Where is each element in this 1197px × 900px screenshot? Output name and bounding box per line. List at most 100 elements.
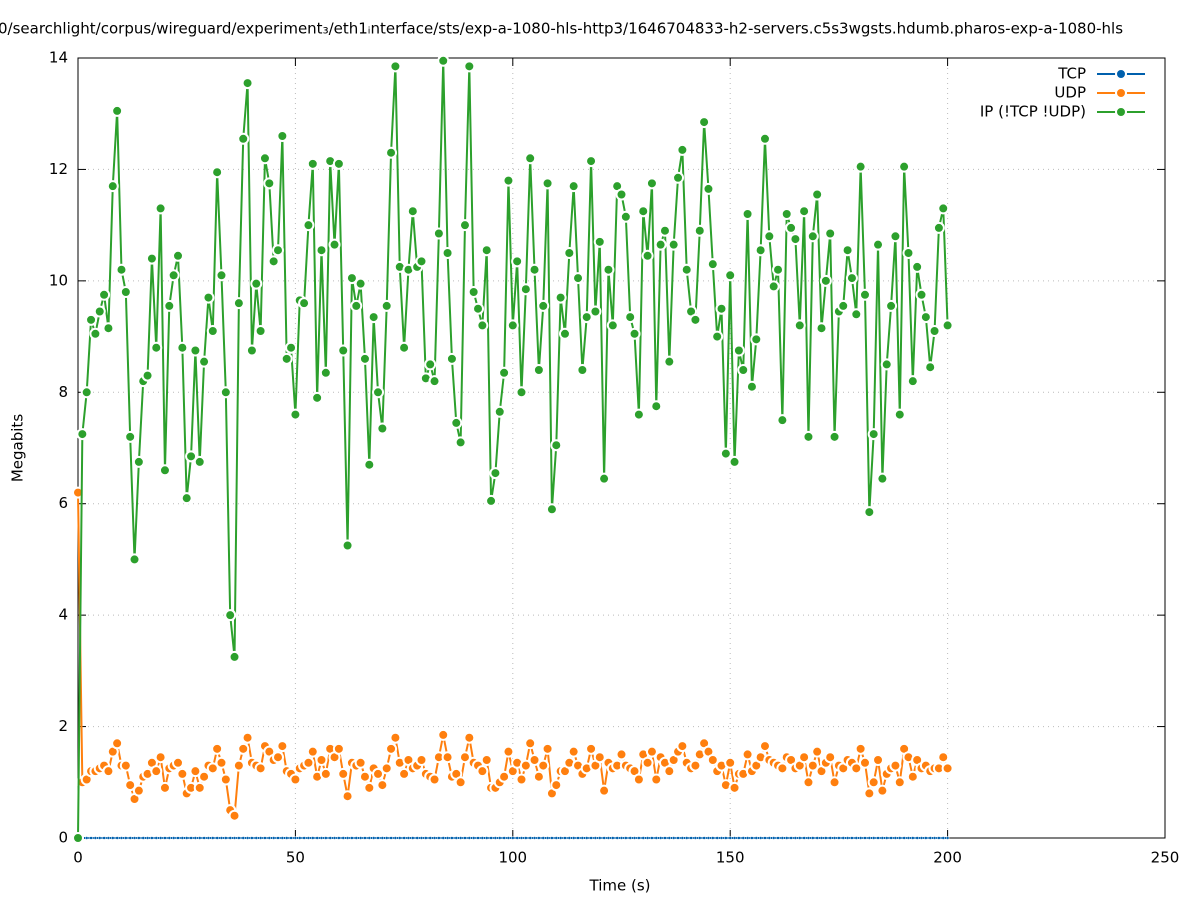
data-point	[215, 836, 219, 840]
data-point	[297, 836, 302, 840]
data-point	[506, 836, 511, 840]
data-point	[128, 836, 132, 840]
data-point	[154, 836, 159, 840]
data-point	[650, 773, 663, 786]
data-point	[319, 366, 332, 379]
data-point	[558, 327, 571, 340]
data-point	[472, 302, 485, 315]
data-point	[663, 355, 676, 368]
data-point	[598, 784, 611, 797]
data-point	[906, 836, 911, 840]
y-axis-label: Megabits	[9, 414, 27, 482]
data-point	[802, 836, 806, 840]
data-point	[124, 779, 137, 792]
data-point	[454, 836, 459, 840]
data-point	[758, 836, 763, 840]
data-point	[172, 249, 185, 262]
data-point	[754, 836, 759, 840]
data-point	[115, 836, 119, 840]
data-point	[728, 836, 732, 840]
data-point	[945, 836, 950, 840]
data-point	[276, 836, 280, 840]
data-point	[911, 836, 915, 840]
data-point	[793, 836, 798, 840]
data-point	[197, 836, 202, 840]
data-point	[728, 455, 741, 468]
data-point	[532, 364, 545, 376]
data-point	[480, 244, 493, 257]
data-point	[219, 773, 232, 786]
data-point	[402, 836, 406, 840]
data-point	[337, 767, 350, 780]
data-point	[837, 836, 841, 840]
data-point	[619, 210, 632, 223]
data-point	[928, 836, 932, 840]
data-point	[663, 836, 667, 840]
data-point	[684, 836, 689, 840]
data-point	[785, 221, 798, 234]
data-point	[867, 428, 880, 441]
data-point	[498, 366, 511, 379]
data-point	[437, 836, 441, 840]
data-point	[145, 252, 158, 265]
data-point	[458, 219, 471, 232]
data-point	[758, 740, 771, 753]
data-point	[741, 836, 745, 840]
data-point	[302, 836, 306, 840]
data-point	[311, 836, 315, 840]
data-point	[289, 408, 302, 421]
data-point	[158, 836, 163, 840]
data-point	[293, 836, 298, 840]
data-point	[450, 416, 463, 429]
data-point	[671, 836, 676, 840]
data-point	[528, 263, 541, 276]
data-point	[711, 330, 724, 343]
data-point	[693, 224, 706, 237]
data-point	[102, 836, 106, 840]
data-point	[937, 836, 941, 840]
data-point	[132, 784, 145, 797]
data-point	[550, 439, 563, 452]
data-point	[819, 836, 824, 840]
data-point	[324, 836, 328, 840]
data-point	[672, 171, 685, 184]
data-point	[441, 247, 454, 259]
data-point	[167, 269, 180, 282]
chart-title: 0/searchlight/corpus/wireguard/experimen…	[0, 20, 1123, 38]
data-point	[941, 762, 954, 775]
data-point	[363, 781, 376, 794]
legend-label: IP (!TCP !UDP)	[980, 103, 1086, 121]
data-point	[606, 319, 619, 332]
data-point	[728, 781, 741, 794]
data-point	[185, 450, 198, 463]
data-point	[337, 344, 350, 357]
data-point	[615, 836, 619, 840]
data-point	[532, 836, 537, 840]
data-point	[632, 773, 645, 786]
data-point	[937, 202, 950, 215]
data-point	[428, 836, 432, 840]
data-point	[724, 269, 737, 282]
data-point	[311, 391, 324, 404]
data-point	[476, 765, 489, 778]
data-point	[315, 244, 328, 257]
data-point	[141, 369, 154, 382]
data-point	[150, 836, 154, 840]
data-point	[554, 836, 559, 840]
data-point	[228, 836, 232, 840]
data-point	[250, 836, 254, 840]
data-point	[680, 263, 693, 276]
data-point	[367, 311, 380, 324]
data-point	[180, 836, 185, 840]
data-point	[889, 759, 902, 772]
data-point	[858, 756, 871, 769]
data-point	[193, 836, 198, 840]
data-point	[941, 319, 954, 332]
data-point	[319, 836, 324, 840]
data-point	[902, 247, 915, 259]
data-point	[537, 836, 541, 840]
y-tick-label: 14	[49, 49, 68, 67]
data-point	[85, 313, 98, 326]
data-point	[237, 742, 250, 755]
